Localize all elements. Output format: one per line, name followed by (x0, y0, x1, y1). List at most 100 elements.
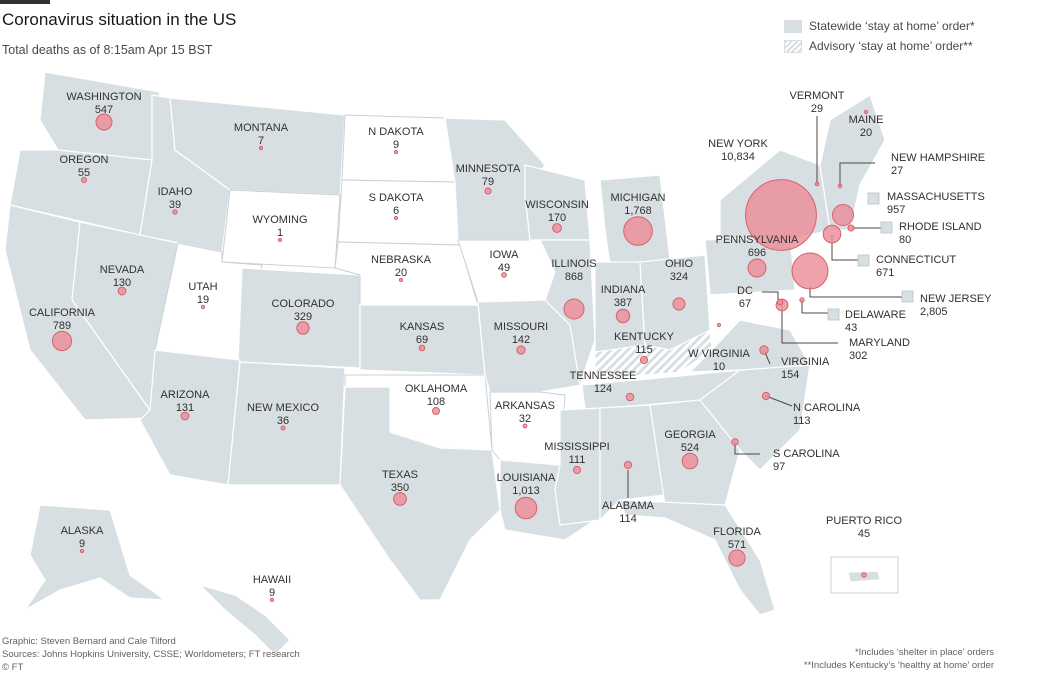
bubble-massachusetts (832, 204, 854, 226)
deaths-illinois: 868 (565, 271, 583, 283)
bubble-texas (393, 492, 407, 506)
bubble-new-jersey (791, 252, 829, 290)
credit-graphic: Graphic: Steven Bernard and Cale Tilford (2, 636, 176, 647)
bubble-arkansas (522, 423, 528, 429)
bubble-delaware (799, 297, 805, 303)
shape-hawaii (197, 583, 291, 656)
bubble-tennessee (625, 392, 635, 402)
shape-arizona (139, 349, 241, 486)
label-kansas: KANSAS (400, 321, 445, 333)
deaths-dc: 67 (739, 298, 751, 310)
label-s-carolina: S CAROLINA (773, 448, 840, 460)
deaths-ohio: 324 (670, 271, 688, 283)
label-utah: UTAH (188, 281, 217, 293)
label-vermont: VERMONT (790, 90, 845, 102)
credit-ft: © FT (2, 662, 24, 673)
legend-item-statewide: Statewide ‘stay at home’ order* (784, 16, 975, 36)
label-colorado: COLORADO (272, 298, 335, 310)
deaths-kansas: 69 (416, 334, 428, 346)
deaths-puerto-rico: 45 (858, 528, 870, 540)
deaths-delaware: 43 (845, 322, 857, 334)
bubble-n-dakota (393, 149, 399, 155)
leader-new-jersey (809, 286, 902, 298)
label-maryland: MARYLAND (849, 337, 910, 349)
bubble-minnesota (484, 187, 492, 195)
deaths-colorado: 329 (294, 311, 312, 323)
leader-new-hampshire (839, 162, 875, 186)
bubble-louisiana (514, 496, 538, 520)
bubble-oregon (81, 177, 87, 183)
bubble-nevada (117, 286, 127, 296)
deaths-mississippi: 111 (569, 454, 586, 466)
label-w-virginia: W VIRGINIA (688, 348, 750, 360)
label-new-jersey: NEW JERSEY (920, 293, 992, 305)
bubble-wyoming (277, 237, 283, 243)
label-washington: WASHINGTON (66, 91, 141, 103)
shape-alabama (599, 404, 666, 522)
deaths-n-carolina: 113 (793, 415, 811, 427)
deaths-new-jersey: 2,805 (920, 306, 948, 318)
label-puerto-rico: PUERTO RICO (826, 515, 902, 527)
bubble-mississippi (572, 465, 582, 475)
label-mississippi: MISSISSIPPI (544, 441, 609, 453)
bubble-pennsylvania (747, 258, 767, 278)
bubble-virginia (759, 345, 769, 355)
deaths-virginia: 154 (781, 369, 799, 381)
label-new-mexico: NEW MEXICO (247, 402, 320, 414)
label-oregon: OREGON (60, 154, 109, 166)
deaths-s-carolina: 97 (773, 461, 785, 473)
bubble-s-dakota (393, 215, 399, 221)
label-florida: FLORIDA (713, 526, 761, 538)
bubble-vermont (814, 181, 820, 187)
bubble-hawaii (269, 597, 275, 603)
bubble-illinois (563, 298, 585, 320)
bubble-kentucky (639, 355, 649, 365)
deaths-s-dakota: 6 (393, 205, 399, 217)
deaths-new-hampshire: 27 (891, 165, 903, 177)
legend-label-statewide: Statewide ‘stay at home’ order* (809, 19, 975, 33)
label-alaska: ALASKA (61, 525, 104, 537)
deaths-oregon: 55 (78, 167, 90, 179)
label-michigan: MICHIGAN (611, 192, 666, 204)
bubble-california (51, 330, 73, 352)
marker-massachusetts (867, 192, 880, 205)
deaths-wyoming: 1 (277, 227, 283, 239)
label-kentucky: KENTUCKY (614, 331, 675, 343)
deaths-idaho: 39 (169, 199, 181, 211)
bubble-n-carolina (761, 391, 771, 401)
bubble-indiana (615, 308, 631, 324)
deaths-tennessee: 124 (594, 383, 612, 395)
puerto-rico-inset (830, 556, 899, 594)
deaths-wisconsin: 170 (548, 212, 566, 224)
legend-label-advisory: Advisory ‘stay at home’ order** (809, 39, 973, 53)
bubble-dc (776, 298, 784, 306)
deaths-maine: 20 (860, 127, 872, 139)
deaths-maryland: 302 (849, 350, 867, 362)
label-maine: MAINE (849, 114, 884, 126)
label-alabama: ALABAMA (602, 500, 655, 512)
deaths-arizona: 131 (176, 402, 194, 414)
label-rhode-island: RHODE ISLAND (899, 221, 982, 233)
deaths-arkansas: 32 (519, 413, 531, 425)
bubble-rhode-island (847, 224, 855, 232)
deaths-connecticut: 671 (876, 267, 894, 279)
death-bubbles (51, 109, 869, 603)
bubble-utah (200, 304, 206, 310)
label-pennsylvania: PENNSYLVANIA (716, 234, 799, 246)
deaths-iowa: 49 (498, 262, 510, 274)
label-massachusetts: MASSACHUSETTS (887, 191, 985, 203)
bubble-florida (728, 549, 746, 567)
bubble-new-hampshire (837, 183, 843, 189)
label-illinois: ILLINOIS (551, 258, 596, 270)
deaths-georgia: 524 (681, 442, 699, 454)
deaths-kentucky: 115 (635, 344, 653, 356)
deaths-texas: 350 (391, 482, 409, 494)
marker-delaware (827, 308, 840, 321)
label-indiana: INDIANA (601, 284, 646, 296)
deaths-rhode-island: 80 (899, 234, 911, 246)
deaths-montana: 7 (258, 135, 264, 147)
deaths-n-dakota: 9 (393, 139, 399, 151)
leader-n-carolina (765, 395, 793, 407)
deaths-vermont: 29 (811, 103, 823, 115)
credits: Graphic: Steven Bernard and Cale Tilford… (2, 635, 300, 674)
